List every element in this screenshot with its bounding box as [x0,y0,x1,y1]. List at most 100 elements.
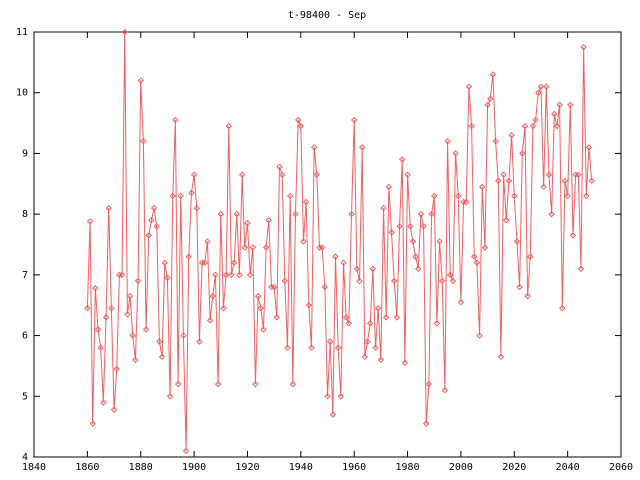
data-point [201,259,208,266]
data-point [302,198,310,206]
data-point [196,338,203,345]
data-point [439,277,446,285]
data-point [436,238,443,245]
data-point [471,253,478,260]
data-point [399,156,406,163]
data-point [553,122,561,130]
data-point [132,356,139,364]
data-point [350,116,358,124]
data-point [361,353,369,361]
data-point [342,314,350,321]
data-point [105,204,112,212]
data-point [177,192,184,200]
data-point [190,171,198,178]
data-point [161,259,168,266]
data-point [94,326,102,333]
data-point [262,244,270,251]
data-point [220,305,227,312]
data-point [289,380,297,388]
data-point [278,171,286,178]
data-point [564,192,571,200]
data-point [537,83,545,90]
data-point [457,298,465,306]
x-tick-label: 1920 [235,462,259,473]
data-point [156,338,163,345]
data-point [452,150,459,157]
data-point [441,387,449,394]
data-point [286,192,294,200]
data-point [417,210,425,218]
data-point [238,171,246,178]
data-point [481,244,489,251]
data-point [468,122,475,130]
data-point [340,259,347,266]
data-line [86,31,593,451]
data-point [393,314,401,321]
data-point [174,380,182,388]
x-tick-label: 1860 [75,462,99,473]
data-point [356,277,363,285]
data-point [276,163,283,170]
data-point [548,210,555,218]
data-point [556,101,563,109]
data-point [273,314,281,321]
data-point [425,380,433,388]
data-point [110,406,118,413]
data-point [345,320,353,327]
data-point [511,192,518,200]
plot-frame [33,31,622,458]
data-point [559,305,566,312]
data-point [463,198,470,206]
data-point [129,332,136,339]
data-point [281,277,289,285]
y-tick-label: 7 [22,270,28,281]
data-point [169,192,176,200]
data-point [326,338,334,345]
data-point [497,353,505,361]
data-point [305,302,313,309]
data-point [148,217,155,224]
data-point [372,344,379,351]
data-point [294,116,302,124]
data-point [487,95,494,102]
data-point [142,326,150,333]
data-point [409,238,417,245]
data-point [257,305,265,312]
data-point [97,344,104,351]
data-point [126,292,134,300]
data-point [270,283,278,291]
data-point [113,365,120,373]
data-point [214,380,222,388]
data-point [254,292,262,300]
x-tick-label: 1880 [129,462,153,473]
data-point [412,253,419,260]
data-point [209,292,216,300]
data-point [297,122,305,130]
data-point [516,283,523,291]
data-point [108,305,115,312]
data-point [134,277,142,285]
data-point [543,83,550,90]
data-point [585,144,593,151]
data-point [153,223,160,230]
data-point [377,356,385,364]
data-point [100,399,107,406]
data-point [583,192,590,200]
data-point [145,232,152,239]
x-tick-label: 1980 [395,462,419,473]
data-point [233,210,240,218]
data-point [180,332,187,339]
data-point [172,116,179,124]
data-point [561,177,569,184]
data-point [324,393,331,400]
data-point [310,144,318,151]
data-point [166,393,174,400]
data-point [150,204,158,212]
data-point [479,183,486,191]
data-point [423,420,430,427]
data-point [575,171,582,178]
x-tick-label: 2060 [609,462,633,473]
data-point [353,265,361,272]
data-point [140,138,147,145]
